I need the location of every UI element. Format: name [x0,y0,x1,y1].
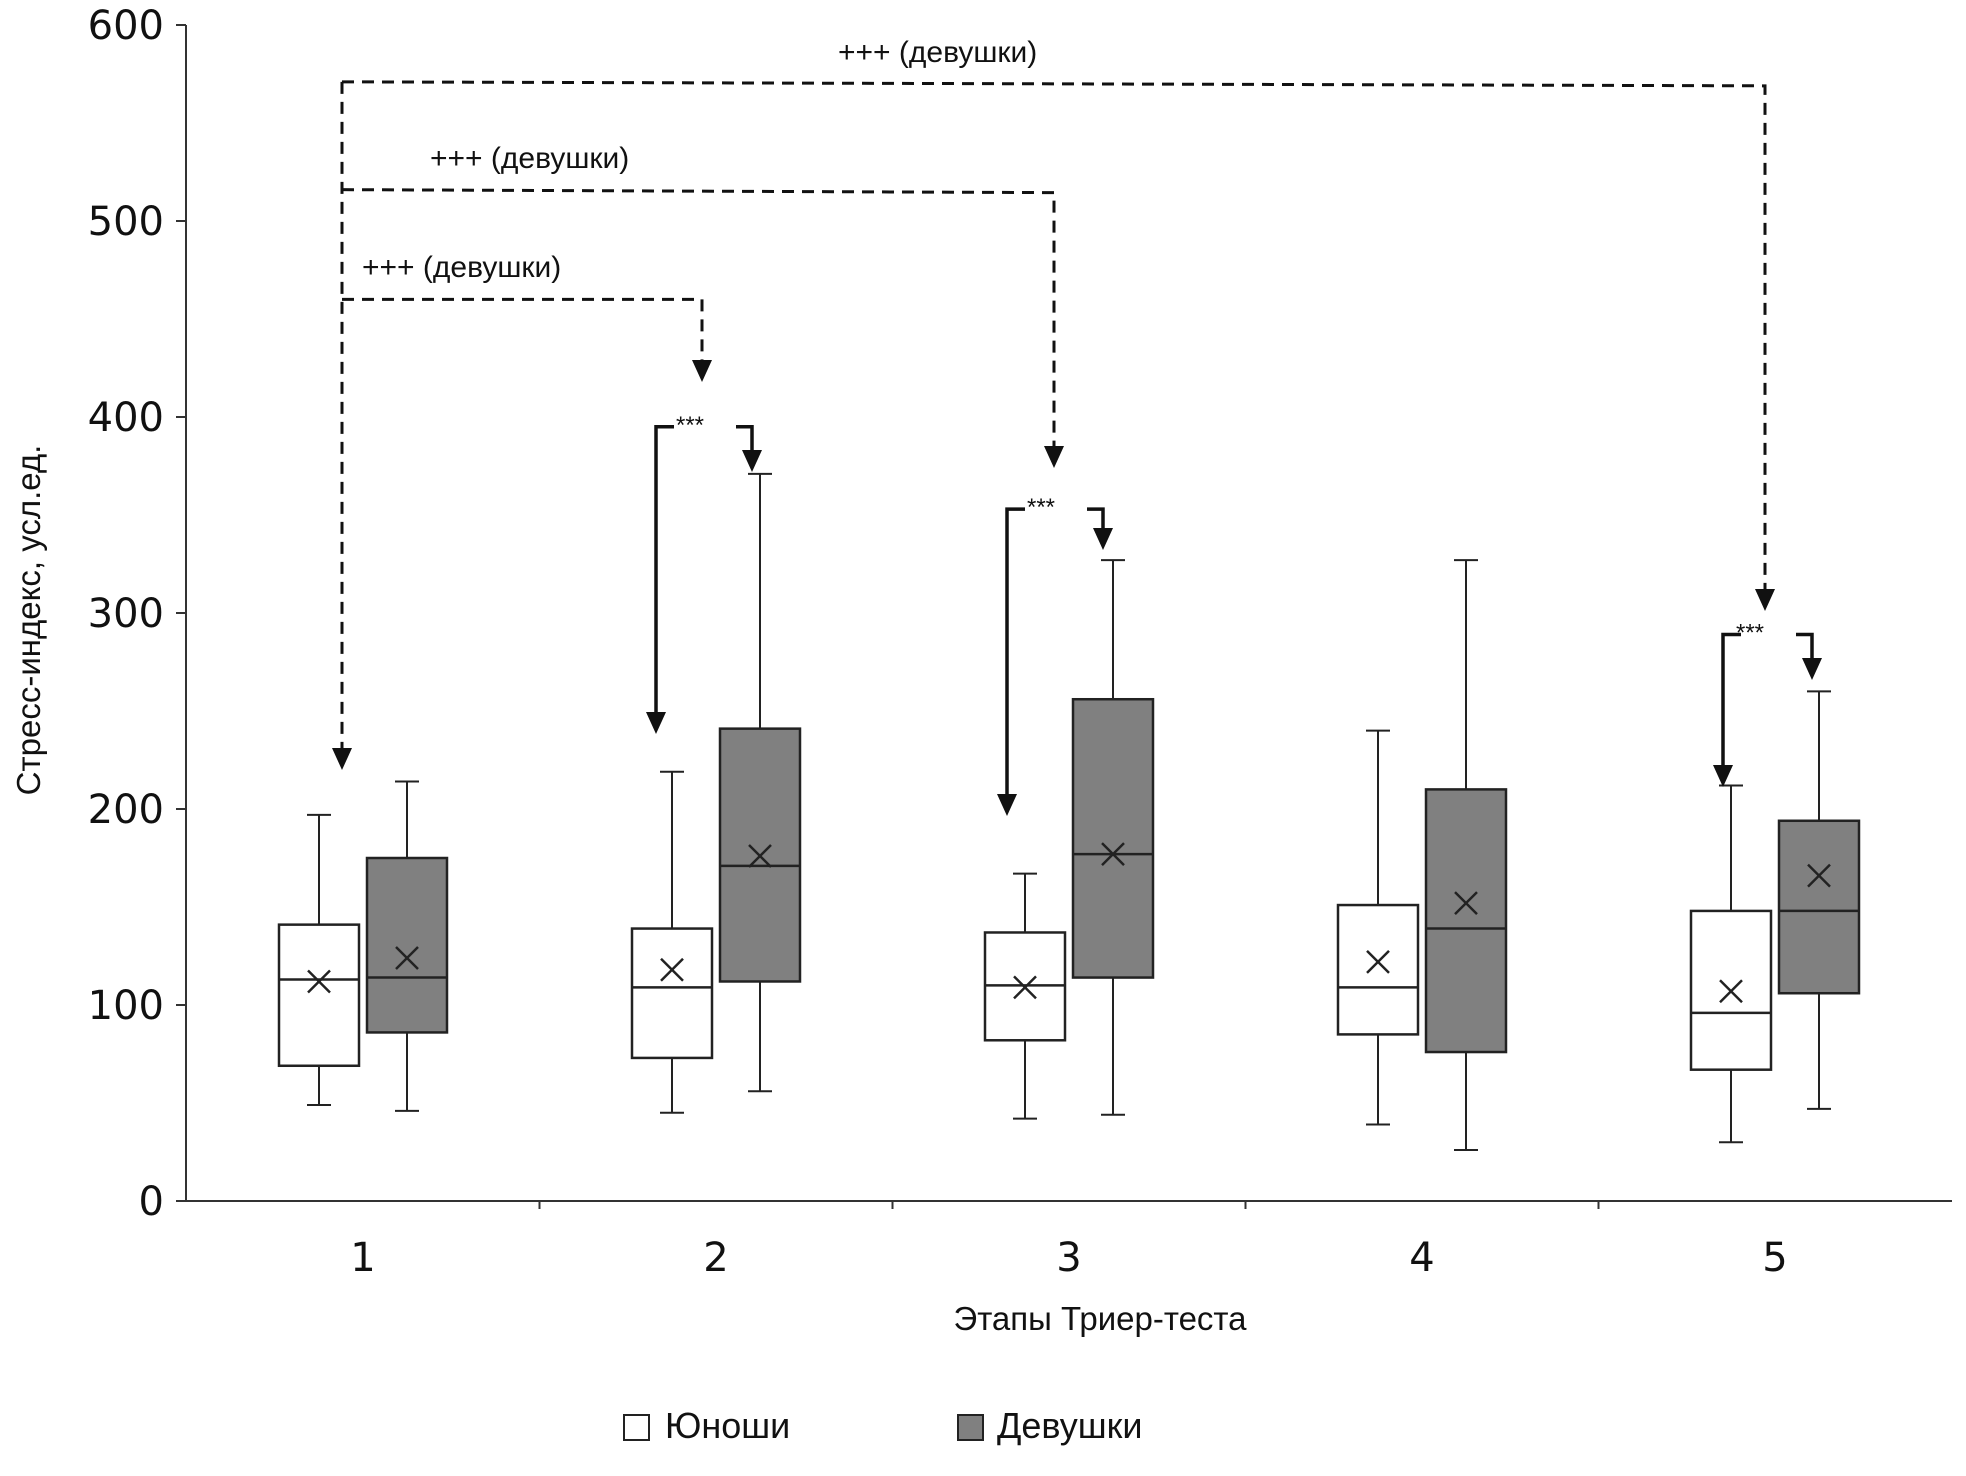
box-boys-stage-5 [1689,784,1773,1144]
arrowhead [742,450,762,472]
box-boys-stage-4 [1336,729,1420,1126]
arrowhead [1044,446,1064,468]
bracket-right [736,425,754,450]
arrowhead [692,360,712,382]
iqr-box [1071,697,1155,979]
dashed-bracket [342,297,704,360]
y-tick-label: 500 [88,199,164,245]
iqr-box [277,923,361,1068]
x-ticks: 1 2 3 4 5 [350,1201,1788,1281]
mean-marker [1366,949,1390,974]
box-boys-stage-3 [983,872,1067,1120]
y-tick-label: 200 [88,787,164,833]
arrowhead [646,712,666,734]
legend-swatch-girls [957,1414,984,1441]
box-boys-stage-2 [630,770,714,1114]
box-boys-stage-1 [277,813,361,1106]
significance-label: *** [1027,494,1055,521]
annotation-label: +++ (девушки) [430,142,629,175]
legend: Юноши Девушки [623,1405,1142,1446]
iqr-box [1336,903,1420,1036]
box-girls-stage-1 [365,780,449,1112]
y-tick-label: 600 [88,3,164,49]
comparison-annotation: +++ (девушки) [342,251,712,382]
mean-marker [307,969,331,994]
y-tick-label: 100 [88,983,164,1029]
bracket-left [654,425,674,712]
bracket-right [1796,632,1814,658]
significance-label: *** [676,412,704,439]
significance-bracket: *** [646,412,762,734]
boxes [277,472,1861,1152]
mean-marker [395,946,419,970]
x-tick-label: 4 [1409,1235,1434,1281]
legend-label-girls: Девушки [997,1405,1142,1446]
arrowhead [332,748,352,770]
bracket-left [1721,632,1741,765]
mean-marker [1013,975,1037,1000]
y-tick-label: 300 [88,591,164,637]
annotations: +++ (девушки) +++ (девушки) +++ (девушки) *… [332,36,1822,816]
y-ticks: 0 100 200 300 400 500 600 [88,3,186,1225]
mean-marker [1101,842,1125,866]
arrowhead [1755,589,1775,611]
box-girls-stage-5 [1777,690,1861,1110]
arrowhead [997,794,1017,816]
x-tick-label: 2 [703,1235,728,1281]
arrowhead [1713,765,1733,787]
iqr-box [1424,788,1508,1054]
comparison-annotation: +++ (девушки) [341,142,1064,468]
significance-label: *** [1736,620,1764,647]
significance-bracket: *** [997,494,1113,816]
annotation-label: +++ (девушки) [838,36,1037,69]
x-tick-label: 3 [1056,1235,1081,1281]
annotation-label: +++ (девушки) [362,251,561,284]
significance-bracket: *** [1713,620,1822,787]
box-girls-stage-4 [1424,559,1508,1152]
axes [185,25,1952,1202]
dashed-bracket [341,80,1767,589]
y-tick-label: 400 [88,395,164,441]
legend-swatch-boys [623,1414,650,1441]
mean-marker [1719,979,1743,1004]
x-tick-label: 5 [1762,1235,1787,1281]
mean-marker [1454,891,1478,915]
bracket-left [1005,507,1025,794]
x-axis-title: Этапы Триер-теста [953,1300,1247,1337]
iqr-box [365,856,449,1034]
legend-label-boys: Юноши [665,1405,790,1446]
y-axis-title: Стресс-индекс, усл.ед. [10,445,47,796]
mean-marker [1807,863,1831,888]
mean-marker [660,957,684,982]
box-girls-stage-3 [1071,559,1155,1116]
x-tick-label: 1 [350,1235,375,1281]
dashed-bracket [341,188,1056,446]
box-girls-stage-2 [718,472,802,1093]
mean-marker [748,844,772,868]
iqr-box [1777,819,1861,995]
bracket-right [1087,507,1105,528]
arrowhead [1093,528,1113,550]
iqr-box [630,927,714,1060]
arrowhead [1802,658,1822,680]
y-tick-label: 0 [139,1179,164,1225]
comparison-annotation: +++ (девушки) [341,36,1775,611]
